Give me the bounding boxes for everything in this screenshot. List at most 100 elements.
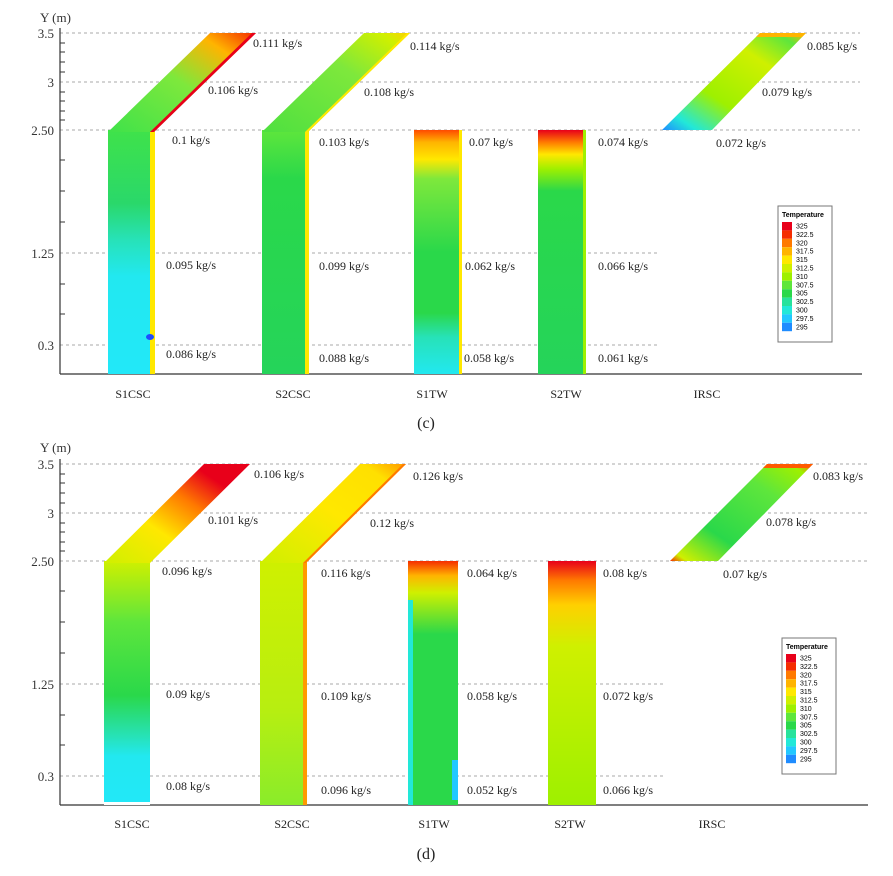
flow-label: 0.079 kg/s (762, 85, 812, 99)
column-name: S2CSC (275, 387, 310, 401)
legend-value: 302.5 (796, 299, 814, 306)
column-s2csc (262, 33, 410, 374)
column-s1csc (104, 464, 250, 805)
roof-channel (662, 33, 806, 130)
legend-value: 325 (796, 224, 808, 231)
column-names: S1CSC S2CSC S1TW S2TW IRSC (115, 387, 720, 401)
legend-swatch (782, 280, 792, 290)
vertical-channel (104, 561, 150, 805)
flow-label: 0.088 kg/s (319, 351, 369, 365)
legend-value: 317.5 (796, 249, 814, 256)
legend-swatch (782, 322, 792, 332)
y-minor-ticks (60, 42, 65, 315)
flow-label: 0.062 kg/s (465, 259, 515, 273)
legend-value: 297.5 (800, 748, 818, 755)
legend-swatch (786, 729, 796, 738)
y-tick-label: 3 (48, 75, 55, 90)
panel-d: Y (m) 3.5 3 2.50 1.25 0.3 (31, 440, 868, 863)
flow-label: 0.07 kg/s (469, 135, 513, 149)
legend-swatch (782, 255, 792, 264)
legend-value: 310 (796, 274, 808, 281)
legend-value: 300 (796, 308, 808, 315)
column-s1csc (108, 33, 256, 374)
legend-value: 325 (800, 656, 812, 663)
hot-edge (305, 130, 309, 374)
column-name: S2TW (550, 387, 582, 401)
legend-swatch (782, 289, 792, 298)
flow-label: 0.116 kg/s (321, 566, 371, 580)
column-name: S1CSC (115, 387, 150, 401)
legend-swatch (786, 696, 796, 705)
legend-value: 300 (800, 740, 812, 747)
flow-label: 0.083 kg/s (813, 469, 863, 483)
hot-edge (459, 130, 462, 374)
bottom-edge (104, 802, 150, 805)
legend-swatch (786, 721, 796, 730)
y-minor-ticks (60, 473, 65, 746)
column-names: S1CSC S2CSC S1TW S2TW IRSC (114, 817, 725, 831)
legend-swatch (786, 687, 796, 696)
legend-swatch (782, 222, 792, 231)
column-s2csc (260, 464, 406, 805)
legend-value: 302.5 (800, 731, 818, 738)
temperature-legend: Temperature 325322.5320317.5315312.53103… (777, 205, 833, 343)
legend-value: 297.5 (796, 316, 814, 323)
legend-swatch (786, 654, 796, 663)
legend-value: 320 (800, 672, 812, 679)
flow-label: 0.064 kg/s (467, 566, 517, 580)
flow-label: 0.095 kg/s (166, 258, 216, 272)
flow-label: 0.086 kg/s (166, 347, 216, 361)
legend-swatch (782, 297, 792, 306)
column-s1tw (408, 561, 458, 805)
column-irsc (662, 33, 806, 130)
wall-channel (548, 561, 596, 805)
legend-value: 310 (800, 706, 812, 713)
flow-label: 0.111 kg/s (253, 36, 302, 50)
flow-label: 0.074 kg/s (598, 135, 648, 149)
flow-label: 0.106 kg/s (208, 83, 258, 97)
hot-edge-diag (150, 33, 256, 132)
flow-label: 0.072 kg/s (716, 136, 766, 150)
flow-label: 0.109 kg/s (321, 689, 371, 703)
column-s2tw (538, 130, 586, 374)
legend-swatch (786, 670, 796, 680)
flow-label: 0.1 kg/s (172, 133, 210, 147)
hot-edge-diag (756, 33, 806, 37)
legend-value: 305 (796, 291, 808, 298)
flow-label: 0.058 kg/s (464, 351, 514, 365)
y-tick-label: 1.25 (31, 246, 54, 261)
legend-swatch (786, 679, 796, 688)
flow-labels: 0.106 kg/s 0.101 kg/s 0.096 kg/s 0.09 kg… (162, 467, 863, 797)
y-tick-label: 3.5 (38, 457, 54, 472)
column-s1tw (414, 130, 462, 374)
flow-label: 0.052 kg/s (467, 783, 517, 797)
flow-label: 0.061 kg/s (598, 351, 648, 365)
cold-edge (408, 600, 413, 805)
hot-edge-diag (305, 33, 410, 132)
flow-label: 0.103 kg/s (319, 135, 369, 149)
column-s2tw (548, 561, 596, 805)
wall-channel (538, 130, 586, 374)
legend-value: 317.5 (800, 681, 818, 688)
column-name: IRSC (699, 817, 726, 831)
flow-label: 0.07 kg/s (723, 567, 767, 581)
inclined-channel (104, 464, 250, 563)
flow-label: 0.085 kg/s (807, 39, 857, 53)
inclined-channel (260, 464, 406, 563)
y-tick-label: 3.5 (38, 26, 54, 41)
cold-spot (452, 760, 458, 800)
flow-labels: 0.111 kg/s 0.106 kg/s 0.1 kg/s 0.095 kg/… (166, 36, 857, 365)
y-tick-label: 0.3 (38, 338, 54, 353)
flow-label: 0.072 kg/s (603, 689, 653, 703)
y-tick-label: 2.50 (31, 123, 54, 138)
y-axis-label: Y (m) (40, 10, 71, 25)
column-irsc (670, 464, 813, 561)
legend-value: 295 (796, 324, 808, 331)
legend-swatch (782, 306, 792, 315)
wall-channel (408, 561, 458, 805)
y-tick-label: 0.3 (38, 769, 54, 784)
flow-label: 0.108 kg/s (364, 85, 414, 99)
legend-swatch (786, 712, 796, 722)
